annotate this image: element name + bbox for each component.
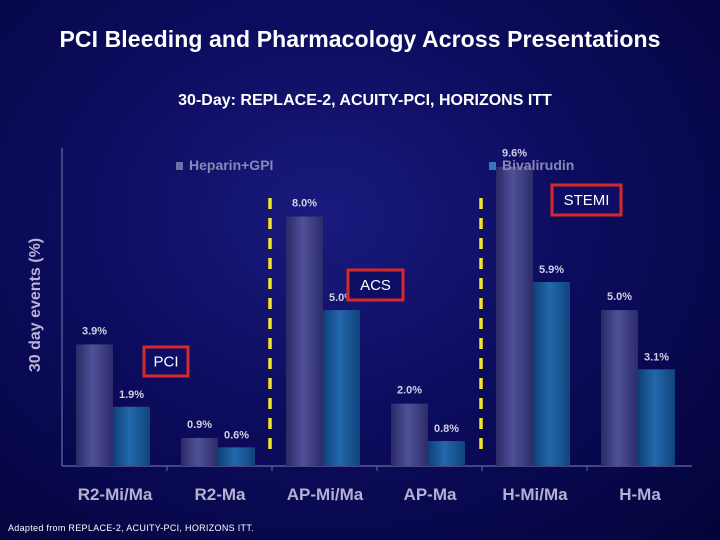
data-label-heparin-gpi-6: 5.0% (607, 291, 632, 303)
bar-bivalirudin-1 (113, 406, 150, 466)
bar-heparin-gpi-4 (391, 403, 428, 466)
x-tick-label-6: H-Ma (619, 485, 661, 504)
bar-heparin-gpi-2 (181, 437, 218, 466)
legend-swatch-bivalirudin (489, 162, 496, 170)
x-tick-label-1: R2-Mi/Ma (78, 485, 153, 504)
legend-label-bivalirudin: Bivalirudin (502, 157, 574, 173)
bar-heparin-gpi-1 (76, 344, 113, 466)
data-label-heparin-gpi-2: 0.9% (187, 419, 212, 431)
data-label-heparin-gpi-1: 3.9% (82, 325, 107, 337)
data-label-heparin-gpi-3: 8.0% (292, 198, 317, 210)
data-label-bivalirudin-2: 0.6% (224, 429, 249, 441)
x-tick-label-4: AP-Ma (404, 485, 457, 504)
bar-heparin-gpi-3 (286, 216, 323, 466)
callout-label-stemi: STEMI (564, 192, 610, 209)
callout-box-pci (142, 345, 190, 378)
data-label-bivalirudin-1: 1.9% (119, 389, 144, 401)
y-axis-label: 30 day events (%) (27, 237, 44, 373)
bar-bivalirudin-5 (533, 282, 570, 466)
callout-box-acs (346, 268, 405, 302)
legend-swatch-heparin-gpi (176, 162, 183, 170)
callout-box-stemi (550, 183, 623, 217)
bar-heparin-gpi-5 (496, 166, 533, 467)
footnote: Adapted from REPLACE-2, ACUITY-PCI, HORI… (8, 523, 254, 533)
data-label-bivalirudin-4: 0.8% (434, 423, 459, 435)
slide-title: PCI Bleeding and Pharmacology Across Pre… (59, 26, 661, 52)
x-tick-label-2: R2-Ma (194, 485, 246, 504)
bar-bivalirudin-3 (323, 310, 360, 466)
bar-bivalirudin-6 (638, 369, 675, 466)
data-label-bivalirudin-6: 3.1% (644, 351, 669, 363)
data-label-bivalirudin-5: 5.9% (539, 264, 564, 276)
bar-bivalirudin-4 (428, 441, 465, 466)
data-label-heparin-gpi-5: 9.6% (502, 148, 527, 160)
x-tick-label-5: H-Mi/Ma (502, 485, 568, 504)
callout-label-pci: PCI (153, 354, 178, 371)
slide-subtitle: 30-Day: REPLACE-2, ACUITY-PCI, HORIZONS … (178, 92, 552, 109)
data-label-heparin-gpi-4: 2.0% (397, 385, 422, 397)
bar-bivalirudin-2 (218, 447, 255, 466)
legend-label-heparin-gpi: Heparin+GPI (189, 157, 273, 173)
callout-label-acs: ACS (360, 277, 391, 294)
x-tick-label-3: AP-Mi/Ma (287, 485, 364, 504)
bar-heparin-gpi-6 (601, 310, 638, 466)
